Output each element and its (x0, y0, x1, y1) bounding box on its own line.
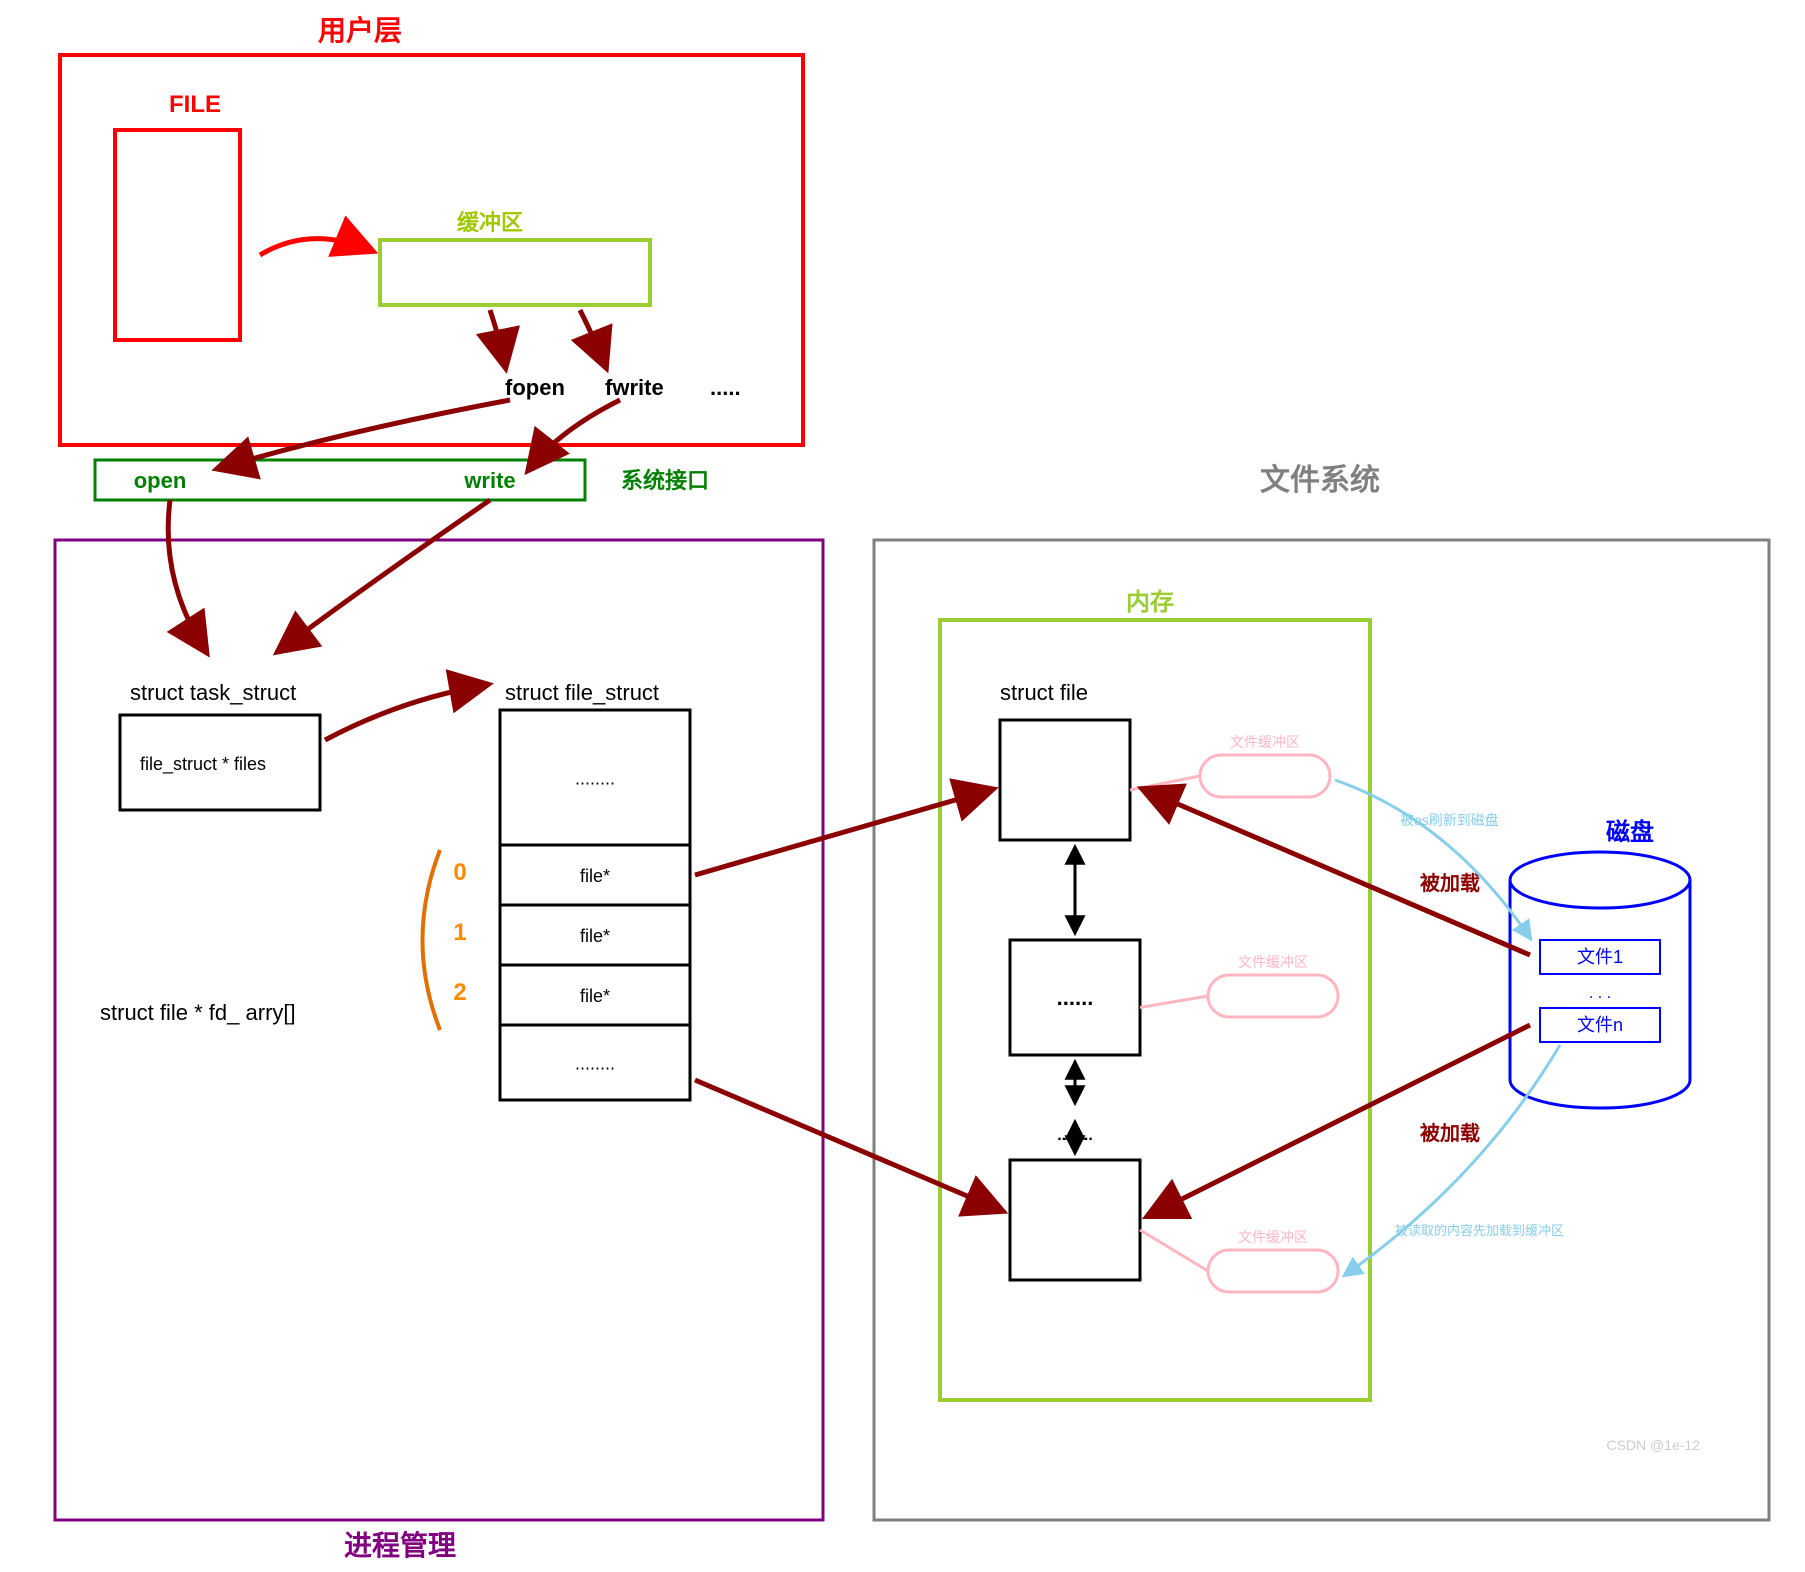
struct-file-label: struct file (1000, 680, 1088, 705)
fstruct-cell-1: file* (580, 866, 610, 886)
path (325, 685, 485, 740)
loaded-label-1: 被加载 (1420, 871, 1480, 895)
memory-title: 内存 (1126, 589, 1174, 616)
dots-label: ..... (710, 375, 741, 400)
flush-label: 被os刷新到磁盘 (1400, 812, 1499, 828)
buffer-box (380, 240, 650, 305)
fopen-label: fopen (505, 375, 565, 400)
fstruct-cell-4: ........ (575, 1054, 615, 1074)
file-buffer-label-1: 文件缓冲区 (1238, 954, 1308, 970)
index-1: 1 (453, 919, 466, 946)
path (695, 1080, 1000, 1210)
path (168, 500, 205, 650)
struct-file-box-0 (1000, 720, 1130, 840)
path (280, 500, 490, 650)
proc-mgmt-title: 进程管理 (344, 1529, 456, 1561)
fs-title: 文件系统 (1260, 463, 1380, 497)
path (220, 400, 510, 468)
path (530, 400, 620, 468)
arrow (1130, 776, 1200, 790)
file-buffer-label-0: 文件缓冲区 (1230, 734, 1300, 750)
file-struct-files-label: file_struct * files (140, 754, 266, 775)
arrow (1140, 996, 1208, 1008)
disk-top (1510, 852, 1690, 908)
disk-file-label-0: 文件1 (1577, 947, 1623, 967)
file-buffer-cap-0 (1200, 755, 1330, 797)
struct-file-box-2 (1010, 1160, 1140, 1280)
user-layer-title: 用户层 (318, 14, 402, 46)
file-label: FILE (169, 91, 221, 118)
file-buffer-label-2: 文件缓冲区 (1238, 1229, 1308, 1245)
write-label: write (463, 468, 515, 493)
read-arrow (1345, 1045, 1560, 1275)
arrow (1140, 1230, 1208, 1271)
sys-interface-label: 系统接口 (621, 468, 709, 493)
label: . . . (1589, 985, 1611, 1002)
index-2: 2 (453, 979, 466, 1006)
fd-array-label: struct file * fd_ arry[] (100, 1000, 296, 1025)
open-label: open (134, 468, 187, 493)
fstruct-cell-0: ........ (575, 769, 615, 789)
task-struct-label: struct task_struct (130, 680, 296, 705)
index-0: 0 (453, 859, 466, 886)
file-box (115, 130, 240, 340)
file-buffer-cap-2 (1208, 1250, 1338, 1292)
read-label: 被读取的内容先加载到缓冲区 (1395, 1223, 1564, 1238)
buffer-label: 缓冲区 (457, 210, 523, 235)
fstruct-cell-3: file* (580, 986, 610, 1006)
path (490, 310, 505, 365)
path (580, 310, 605, 365)
file-buffer-cap-1 (1208, 975, 1338, 1017)
fstruct-cell-2: file* (580, 926, 610, 946)
disk-file-label-1: 文件n (1577, 1015, 1623, 1035)
arrow-file-to-buffer (260, 239, 370, 255)
path (1150, 1025, 1530, 1215)
label: ...... (1057, 985, 1094, 1010)
watermark: CSDN @1e-12 (1606, 1437, 1700, 1453)
fwrite-label: fwrite (605, 375, 664, 400)
path (695, 790, 990, 875)
file-struct-label: struct file_struct (505, 680, 659, 705)
loaded-label-2: 被加载 (1420, 1121, 1480, 1145)
bracket-curve (423, 850, 441, 1030)
disk-title: 磁盘 (1606, 818, 1654, 846)
